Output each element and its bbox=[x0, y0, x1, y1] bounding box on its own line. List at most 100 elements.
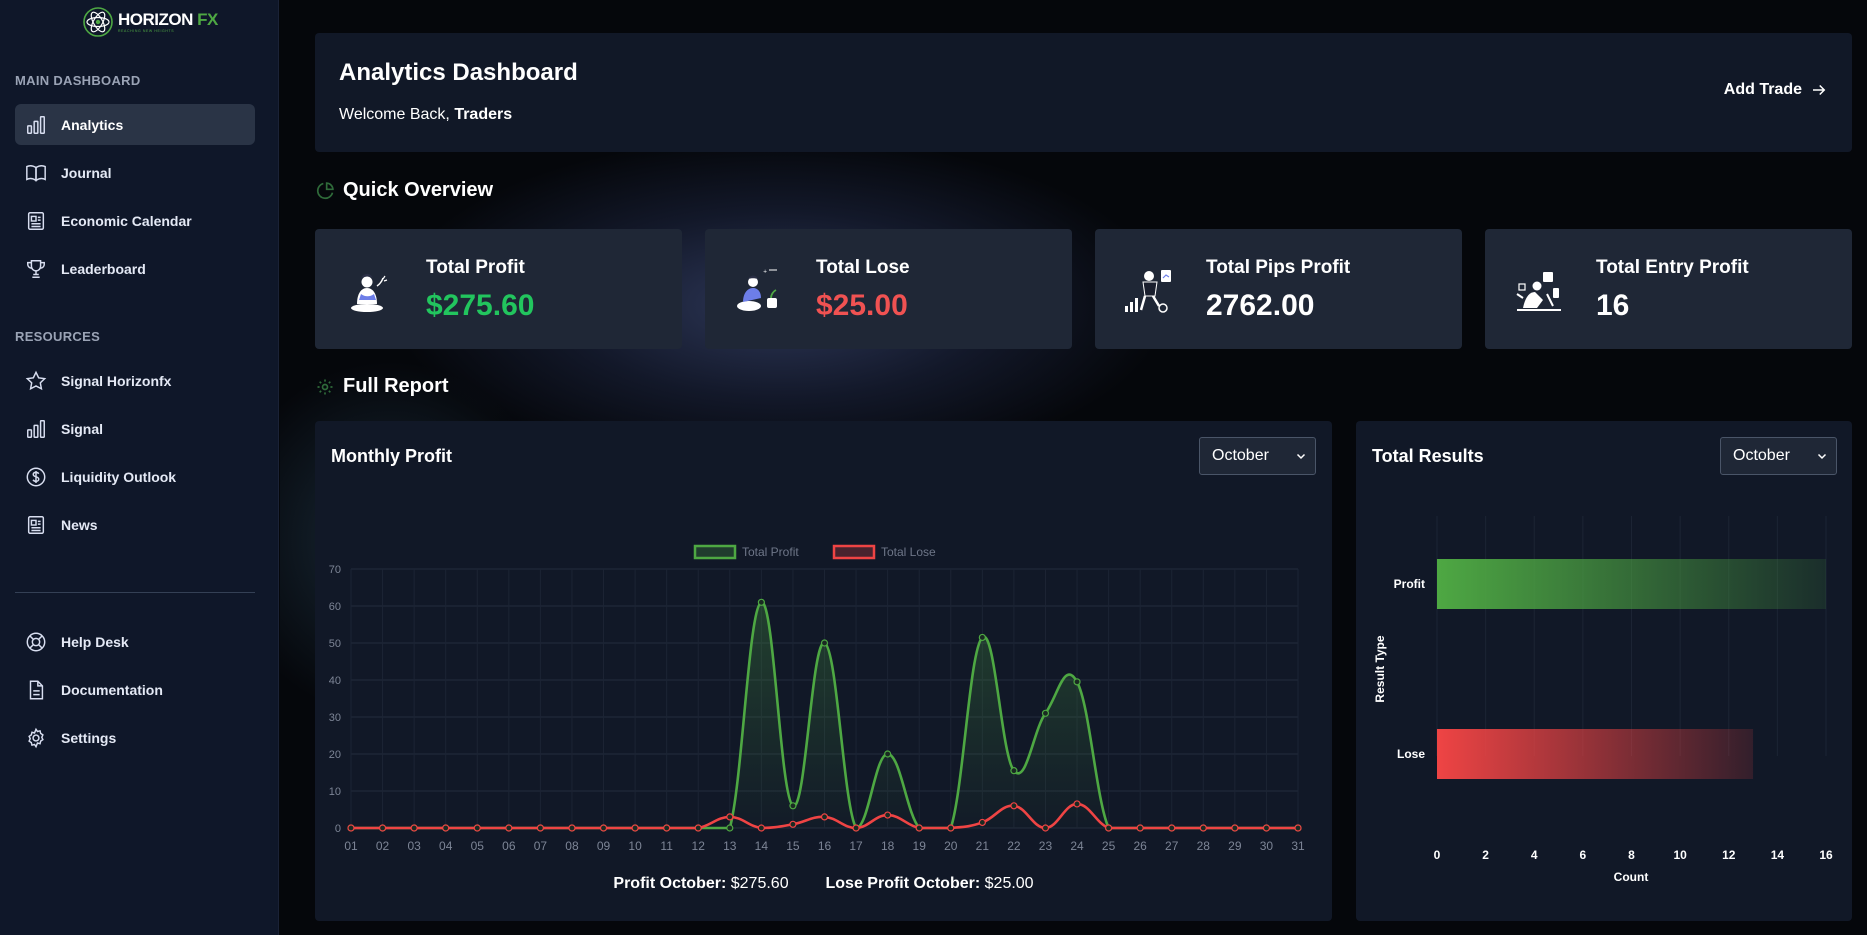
pie-chart-icon bbox=[316, 181, 334, 199]
newspaper-icon bbox=[27, 515, 45, 534]
x-tick-label: 06 bbox=[502, 839, 516, 853]
profit-point bbox=[1073, 678, 1081, 686]
y-tick-label: Lose bbox=[1397, 747, 1425, 761]
sidebar-item-liquidity-outlook[interactable]: Liquidity Outlook bbox=[15, 456, 255, 497]
lose-point bbox=[1231, 824, 1239, 832]
brand-logo[interactable]: HORIZON FX REACHING NEW HEIGHTS bbox=[82, 4, 218, 40]
lose-point bbox=[915, 824, 923, 832]
y-tick-label: 50 bbox=[329, 638, 341, 650]
sidebar-item-signal[interactable]: Signal bbox=[15, 408, 255, 449]
document-icon bbox=[29, 680, 44, 699]
lose-point bbox=[789, 820, 797, 828]
brand-tagline: REACHING NEW HEIGHTS bbox=[118, 28, 175, 33]
x-tick-label: 26 bbox=[1133, 839, 1147, 853]
stat-card-total-lose: + Total Lose $25.00 bbox=[705, 229, 1072, 349]
legend-label: Total Profit bbox=[742, 545, 799, 559]
gear-icon bbox=[28, 727, 44, 748]
lose-point bbox=[1199, 824, 1207, 832]
panel-title: Monthly Profit bbox=[331, 446, 452, 466]
svg-text:+: + bbox=[763, 269, 767, 275]
x-tick-label: 2 bbox=[1482, 848, 1489, 862]
settings-cog-icon bbox=[317, 379, 333, 394]
y-axis-label: Result Type bbox=[1373, 635, 1387, 702]
sidebar-item-leaderboard[interactable]: Leaderboard bbox=[15, 248, 255, 289]
x-tick-label: 4 bbox=[1531, 848, 1538, 862]
x-tick-label: 20 bbox=[944, 839, 958, 853]
x-tick-label: 30 bbox=[1260, 839, 1274, 853]
x-tick-label: 05 bbox=[471, 839, 485, 853]
dollar-circle-icon bbox=[26, 467, 46, 486]
x-tick-label: 23 bbox=[1039, 839, 1053, 853]
sidebar-item-journal[interactable]: Journal bbox=[15, 152, 255, 193]
trophy-icon bbox=[27, 259, 45, 278]
x-tick-label: 21 bbox=[976, 839, 990, 853]
lose-point bbox=[1294, 824, 1302, 832]
lose-point bbox=[694, 824, 702, 832]
x-tick-label: 12 bbox=[1722, 848, 1736, 862]
bar-lose bbox=[1437, 729, 1754, 779]
stat-label: Total Pips Profit bbox=[1206, 257, 1351, 278]
sidebar-item-label: Journal bbox=[61, 164, 112, 181]
lose-point bbox=[852, 824, 860, 832]
sidebar-item-news[interactable]: News bbox=[15, 504, 255, 545]
x-tick-label: 10 bbox=[628, 839, 642, 853]
y-tick-label: Profit bbox=[1394, 577, 1425, 591]
sidebar-item-help-desk[interactable]: Help Desk bbox=[15, 621, 255, 662]
total-results-chart: 0 2 4 6 8 10 12 14 16 Profit Lose Count Result Type bbox=[1373, 516, 1833, 884]
resources-heading: RESOURCES bbox=[15, 329, 101, 344]
legend-label: Total Lose bbox=[881, 545, 936, 559]
x-tick-label: 11 bbox=[660, 839, 673, 853]
lose-point bbox=[1104, 824, 1113, 832]
x-tick-label: 24 bbox=[1070, 839, 1084, 853]
arrow-right-icon bbox=[1813, 84, 1826, 96]
sidebar-item-settings[interactable]: Settings bbox=[15, 717, 255, 758]
lose-point bbox=[820, 813, 829, 821]
x-tick-label: 08 bbox=[565, 839, 579, 853]
lose-point bbox=[757, 824, 765, 832]
monthly-summary: Profit October: $275.60 Lose Profit Octo… bbox=[315, 875, 1332, 893]
x-tick-label: 09 bbox=[597, 839, 611, 853]
lose-point bbox=[1168, 824, 1176, 832]
month-select[interactable]: October bbox=[1720, 437, 1837, 475]
chevron-down-icon bbox=[1817, 453, 1827, 460]
x-tick-label: 19 bbox=[913, 839, 927, 853]
lose-point bbox=[1073, 800, 1081, 808]
lose-point bbox=[599, 824, 608, 832]
lose-summary-value: $25.00 bbox=[984, 875, 1034, 892]
person-with-cat-illustration-icon: + bbox=[737, 269, 777, 311]
quick-overview-heading: Quick Overview bbox=[315, 179, 493, 202]
sidebar-item-analytics[interactable]: Analytics bbox=[15, 104, 255, 145]
y-tick-label: 70 bbox=[329, 564, 341, 576]
main-dashboard-heading: MAIN DASHBOARD bbox=[15, 73, 141, 88]
profit-area bbox=[351, 602, 1298, 828]
profit-point bbox=[757, 598, 765, 606]
sidebar-item-signal-horizonfx[interactable]: Signal Horizonfx bbox=[15, 360, 255, 401]
month-select[interactable]: October bbox=[1199, 437, 1316, 475]
x-tick-label: 02 bbox=[376, 839, 390, 853]
total-results-panel: Total Results October 0 2 4 6 8 10 12 14 16 Profi… bbox=[1356, 421, 1852, 921]
sidebar-item-label: Signal Horizonfx bbox=[61, 372, 172, 389]
lose-point bbox=[378, 824, 387, 832]
x-tick-label: 01 bbox=[344, 839, 358, 853]
lose-point bbox=[347, 824, 355, 832]
sidebar-divider bbox=[15, 592, 255, 593]
sidebar-item-economic-calendar[interactable]: Economic Calendar bbox=[15, 200, 255, 241]
atom-logo-icon bbox=[83, 7, 113, 37]
stat-card-total-pips-profit: Total Pips Profit 2762.00 bbox=[1095, 229, 1462, 349]
profit-summary-value: $275.60 bbox=[730, 875, 789, 892]
lose-point bbox=[884, 811, 892, 819]
x-tick-label: 10 bbox=[1673, 848, 1687, 862]
relaxing-person-illustration-icon bbox=[1516, 272, 1561, 311]
sidebar: HORIZON FX REACHING NEW HEIGHTS MAIN DAS… bbox=[0, 0, 279, 935]
book-icon bbox=[26, 164, 46, 182]
newspaper-icon bbox=[27, 211, 45, 230]
y-tick-label: 40 bbox=[329, 675, 341, 687]
profit-point bbox=[884, 750, 892, 758]
x-axis-label: Count bbox=[1614, 870, 1649, 884]
sidebar-item-label: Signal bbox=[61, 420, 104, 437]
legend-swatch bbox=[832, 544, 876, 560]
add-trade-button[interactable]: Add Trade bbox=[1724, 81, 1828, 99]
sidebar-item-documentation[interactable]: Documentation bbox=[15, 669, 255, 710]
x-tick-label: 29 bbox=[1228, 839, 1242, 853]
full-report-heading: Full Report bbox=[315, 375, 449, 398]
